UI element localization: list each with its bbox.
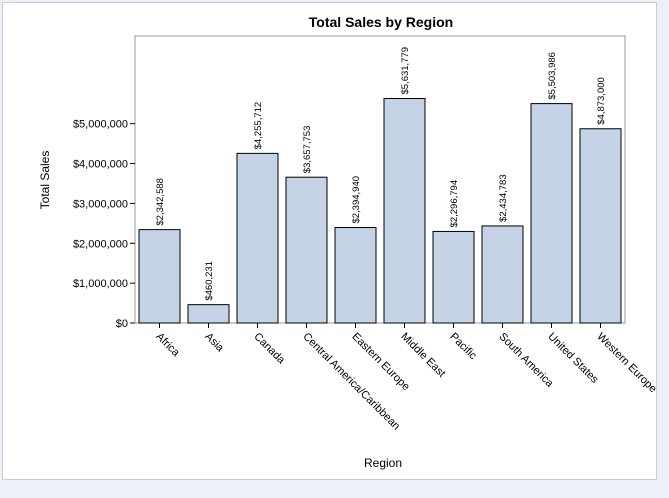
y-tick-label: $4,000,000 [73, 159, 128, 171]
data-label: $2,434,783 [498, 174, 509, 222]
chart-frame: Total Sales by Region $0 $1,000,000 $2,000… [2, 2, 657, 480]
x-axis-title: Region [364, 456, 402, 470]
x-tick-label: United States [545, 331, 601, 387]
x-tick-label: Canada [251, 331, 287, 367]
data-label: $4,255,712 [253, 102, 264, 150]
y-tick-label: $3,000,000 [73, 198, 128, 210]
bars: $2,342,588 $460,231 $4,255,712 $3,657,753 $2… [138, 47, 622, 324]
y-tick-label: $2,000,000 [73, 238, 128, 250]
x-tick-label: Asia [202, 331, 226, 355]
y-tick-label: $0 [116, 318, 128, 330]
bar [187, 304, 230, 324]
data-label: $5,631,779 [400, 47, 411, 95]
x-tick-label: Central America/Caribbean [300, 331, 402, 433]
y-axis-title: Total Sales [38, 151, 52, 210]
data-label: $2,394,940 [351, 176, 362, 224]
bar [383, 98, 426, 324]
bar [481, 225, 524, 324]
x-tick-label: Western Europe [594, 331, 656, 396]
bar [138, 229, 181, 324]
bar [579, 128, 622, 324]
data-label: $3,657,753 [302, 126, 313, 174]
x-tick-label: Africa [153, 331, 182, 360]
x-tick-label: Middle East [398, 331, 447, 380]
y-tick-label: $5,000,000 [73, 119, 128, 131]
x-axis: Africa Asia Canada Central America/Caribbea… [153, 323, 656, 433]
chart-title: Total Sales by Region [309, 14, 453, 30]
y-axis: $0 $1,000,000 $2,000,000 $3,000,000 $4,000,0… [73, 119, 135, 330]
bar [236, 152, 279, 324]
bar [432, 230, 475, 324]
data-label: $4,873,000 [596, 77, 607, 125]
data-label: $2,342,588 [155, 178, 166, 226]
x-tick-label: Pacific [447, 331, 479, 363]
bar [334, 227, 377, 324]
data-label: $460,231 [204, 261, 215, 301]
data-label: $2,296,794 [449, 180, 460, 228]
bar [530, 103, 573, 324]
data-label: $5,503,986 [547, 52, 558, 100]
bar [285, 176, 328, 324]
y-tick-label: $1,000,000 [73, 278, 128, 290]
bar-chart: Total Sales by Region $0 $1,000,000 $2,000… [38, 14, 656, 470]
